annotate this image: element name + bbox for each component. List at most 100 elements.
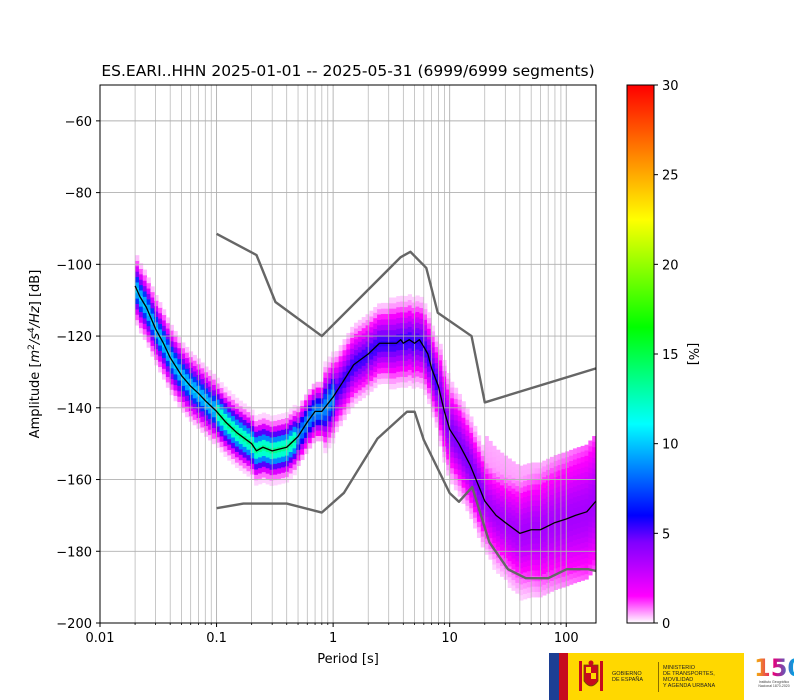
heatmap-cell [315, 392, 320, 399]
heatmap-cell [400, 328, 405, 334]
heatmap-cell [185, 400, 190, 407]
heatmap-cell [208, 370, 213, 376]
heatmap-cell [427, 398, 432, 405]
heatmap-cell [392, 302, 397, 309]
heatmap-cell [492, 564, 497, 570]
heatmap-cell [542, 471, 547, 478]
heatmap-cell [542, 552, 547, 558]
heatmap-cell [576, 457, 582, 464]
heatmap-cell [135, 292, 140, 299]
heatmap-cell [219, 435, 224, 442]
heatmap-cell [526, 538, 532, 545]
heatmap-cell [592, 522, 596, 528]
heatmap-cell [523, 523, 528, 530]
heatmap-cell [211, 373, 217, 380]
heatmap-cell [377, 335, 382, 342]
heatmap-cell [438, 419, 443, 425]
heatmap-cell [227, 449, 232, 456]
heatmap-cell [461, 471, 466, 477]
heatmap-cell [557, 550, 562, 557]
heatmap-cell [453, 463, 459, 469]
heatmap-cell [480, 460, 486, 467]
heatmap-cell [223, 392, 228, 398]
heatmap-cell [346, 354, 351, 361]
heatmap-cell [365, 389, 370, 396]
heatmap-cell [465, 494, 470, 501]
heatmap-cell [223, 429, 228, 436]
colorbar-label: [%] [685, 343, 700, 366]
heatmap-cell [246, 449, 251, 456]
heatmap-cell [369, 316, 374, 322]
heatmap-cell [526, 474, 532, 480]
heatmap-cell [211, 438, 217, 445]
ign-anniversary-logo: 150 Instituto Geográfico Nacional 1870-2… [754, 656, 800, 700]
heatmap-cell [384, 329, 389, 336]
heatmap-cell [365, 373, 370, 380]
heatmap-cell [346, 392, 351, 398]
heatmap-cell [138, 268, 144, 275]
heatmap-cell [427, 382, 432, 388]
heatmap-cell [450, 419, 455, 426]
heatmap-cell [507, 480, 512, 486]
heatmap-cell [327, 356, 332, 363]
heatmap-cell [553, 471, 558, 478]
heatmap-cell [565, 564, 570, 571]
heatmap-cell [311, 421, 317, 428]
heatmap-cell [565, 505, 570, 511]
heatmap-cell [258, 440, 263, 447]
heatmap-cell [192, 381, 197, 388]
heatmap-cell [580, 478, 585, 484]
heatmap-cell [234, 446, 240, 452]
heatmap-cell [476, 532, 482, 538]
heatmap-cell [565, 456, 570, 463]
heatmap-cell [146, 331, 151, 337]
heatmap-cell [542, 514, 547, 521]
heatmap-cell [231, 420, 236, 427]
heatmap-cell [161, 373, 167, 380]
heatmap-cell [480, 466, 486, 473]
heatmap-cell [246, 411, 251, 418]
heatmap-cell [384, 351, 389, 358]
heatmap-cell [565, 472, 570, 479]
heatmap-cell [503, 557, 509, 564]
heatmap-cell [161, 363, 167, 369]
heatmap-cell [480, 504, 486, 510]
heatmap-cell [161, 346, 167, 353]
heatmap-cell [588, 494, 593, 501]
heatmap-cell [261, 471, 267, 478]
heatmap-cell [281, 461, 286, 468]
heatmap-cell [580, 553, 585, 560]
heatmap-cell [338, 366, 343, 373]
heatmap-cell [430, 400, 436, 407]
heatmap-cell [165, 328, 171, 334]
heatmap-cell [503, 552, 509, 559]
heatmap-cell [158, 323, 163, 330]
heatmap-cell [327, 383, 332, 390]
heatmap-cell [511, 542, 516, 548]
heatmap-cell [219, 419, 224, 426]
heatmap-cell [223, 445, 228, 452]
heatmap-cell [154, 305, 159, 312]
heatmap-cell [334, 426, 340, 433]
heatmap-cell [338, 415, 343, 421]
heatmap-cell [572, 555, 578, 562]
heatmap-cell [273, 479, 278, 486]
heatmap-cell [334, 421, 340, 427]
heatmap-cell [423, 319, 428, 326]
heatmap-cell [407, 331, 413, 338]
heatmap-cell [269, 431, 274, 438]
heatmap-cell [542, 535, 547, 542]
heatmap-cell [265, 467, 270, 474]
heatmap-cell [419, 318, 424, 325]
heatmap-cell [530, 510, 535, 517]
heatmap-cell [288, 424, 293, 431]
heatmap-cell [553, 530, 558, 537]
heatmap-cell [288, 456, 293, 463]
heatmap-cell [434, 357, 439, 364]
heatmap-cell [407, 294, 413, 301]
heatmap-cell [549, 564, 555, 571]
heatmap-cell [446, 448, 451, 455]
heatmap-cell [384, 335, 389, 341]
heatmap-cell [192, 365, 197, 372]
heatmap-cell [373, 366, 378, 372]
